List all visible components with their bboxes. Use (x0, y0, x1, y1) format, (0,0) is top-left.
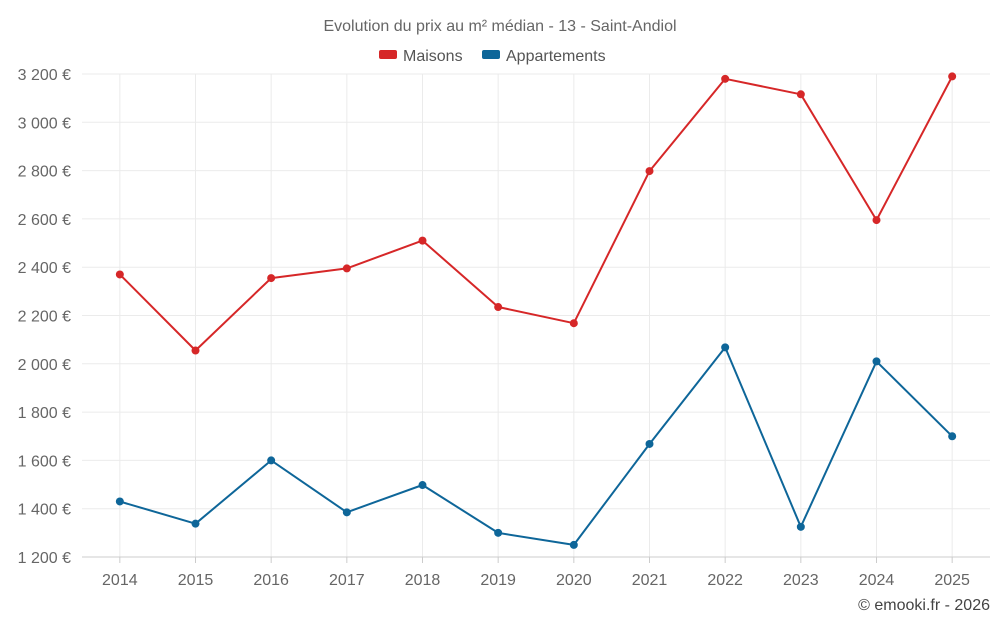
data-point-appartements[interactable] (569, 540, 578, 549)
y-tick-label: 2 800 € (18, 164, 71, 181)
data-point-appartements[interactable] (418, 481, 427, 490)
data-point-appartements[interactable] (115, 497, 124, 506)
data-point-maisons[interactable] (418, 236, 427, 245)
data-point-maisons[interactable] (115, 270, 124, 279)
data-point-maisons[interactable] (948, 72, 957, 81)
y-tick-label: 1 600 € (18, 453, 71, 470)
legend-label-appartements: Appartements (506, 48, 606, 65)
series-layer (115, 72, 957, 549)
x-tick-label: 2019 (480, 572, 516, 589)
x-tick-label: 2025 (934, 572, 970, 589)
x-tick-label: 2023 (783, 572, 819, 589)
data-point-maisons[interactable] (721, 74, 730, 83)
credit-text: © emooki.fr - 2026 (858, 597, 990, 614)
data-point-appartements[interactable] (494, 528, 503, 537)
legend-item-maisons[interactable]: Maisons (379, 48, 463, 65)
y-tick-label: 2 200 € (18, 309, 71, 326)
data-point-appartements[interactable] (948, 432, 957, 441)
legend-label-maisons: Maisons (403, 48, 463, 65)
x-tick-label: 2020 (556, 572, 592, 589)
x-tick-label: 2018 (405, 572, 441, 589)
data-point-maisons[interactable] (796, 90, 805, 99)
x-tick-label: 2015 (178, 572, 214, 589)
legend-item-appartements[interactable]: Appartements (482, 48, 606, 65)
y-tick-label: 1 200 € (18, 550, 71, 567)
data-point-appartements[interactable] (721, 343, 730, 352)
y-tick-label: 1 400 € (18, 502, 71, 519)
series-line-maisons (119, 75, 954, 352)
series-line-appartements (119, 346, 953, 546)
data-point-maisons[interactable] (872, 216, 881, 225)
data-point-maisons[interactable] (494, 303, 503, 312)
y-tick-label: 2 000 € (18, 357, 71, 374)
y-tick-label: 1 800 € (18, 405, 71, 422)
x-tick-label: 2017 (329, 572, 365, 589)
x-tick-label: 2014 (102, 572, 138, 589)
chart-title: Evolution du prix au m² médian - 13 - Sa… (323, 18, 676, 35)
x-tick-label: 2022 (707, 572, 743, 589)
data-point-appartements[interactable] (796, 522, 805, 531)
data-point-appartements[interactable] (342, 508, 351, 517)
data-point-maisons[interactable] (267, 274, 276, 283)
data-point-appartements[interactable] (645, 439, 654, 448)
data-point-appartements[interactable] (267, 456, 276, 465)
legend-swatch-appartements (482, 50, 500, 59)
data-point-maisons[interactable] (342, 264, 351, 273)
legend: Maisons Appartements (379, 48, 606, 65)
x-axis: 2014 2015 2016 2017 2018 2019 2020 2021 2022 2023… (82, 556, 990, 589)
legend-swatch-maisons (379, 50, 397, 59)
y-tick-label: 2 400 € (18, 260, 71, 277)
data-point-maisons[interactable] (645, 167, 654, 176)
y-tick-label: 3 000 € (18, 115, 71, 132)
x-tick-label: 2024 (859, 572, 895, 589)
y-tick-label: 2 600 € (18, 212, 71, 229)
data-point-appartements[interactable] (191, 519, 200, 528)
data-point-maisons[interactable] (191, 346, 200, 355)
y-axis: 1 200 € 1 400 € 1 600 € 1 800 € 2 000 € 2 200… (18, 67, 71, 567)
data-point-appartements[interactable] (872, 357, 881, 366)
x-tick-label: 2016 (253, 572, 289, 589)
y-tick-label: 3 200 € (18, 67, 71, 84)
x-tick-label: 2021 (632, 572, 668, 589)
data-point-maisons[interactable] (569, 319, 578, 328)
